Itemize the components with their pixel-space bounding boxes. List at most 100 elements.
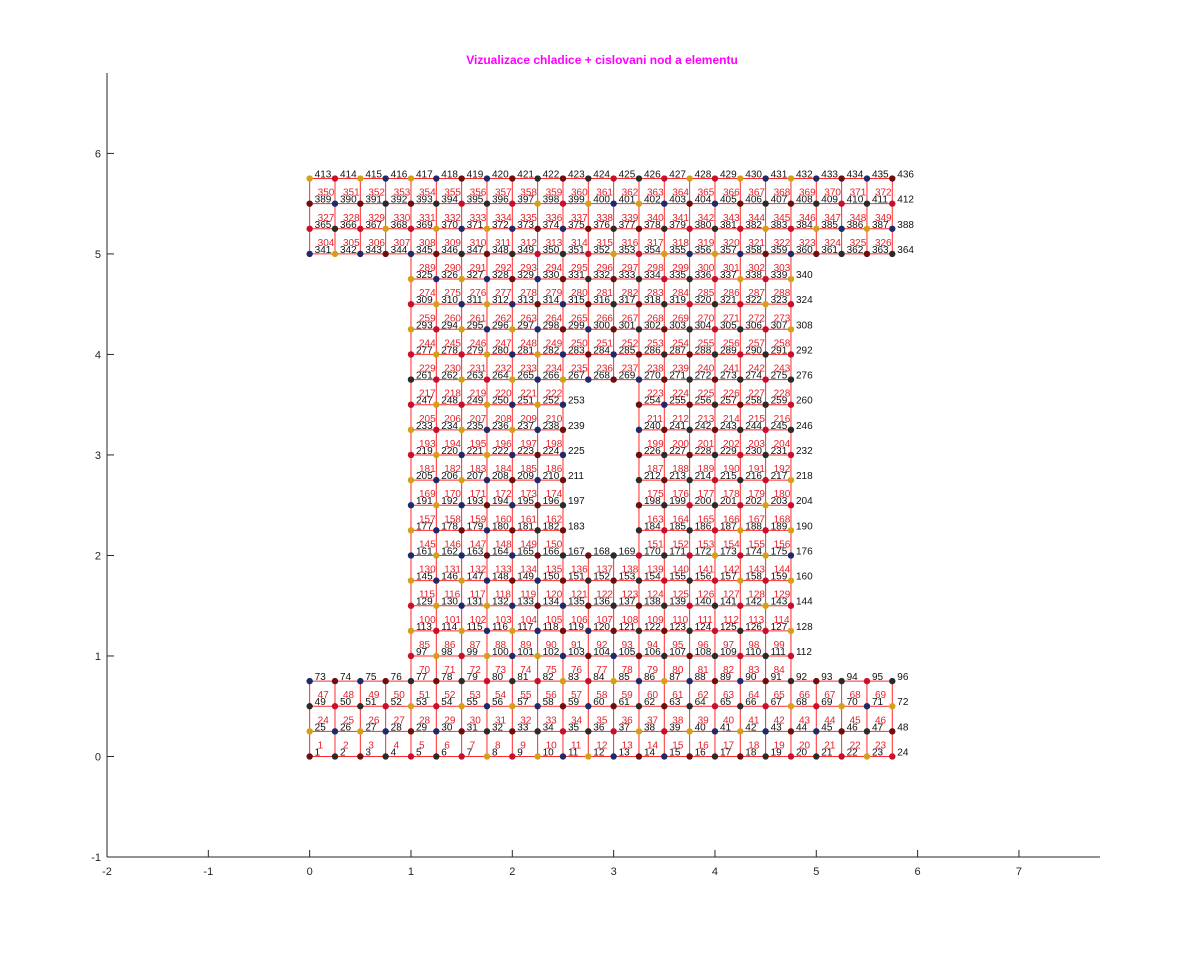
mesh-node — [407, 451, 415, 459]
element-label: 44 — [824, 715, 836, 726]
mesh-node — [585, 351, 592, 358]
element-label: 222 — [546, 389, 563, 400]
node-label: 51 — [365, 697, 377, 708]
mesh-node — [433, 376, 440, 383]
element-label: 153 — [698, 539, 715, 550]
element-label: 45 — [850, 715, 862, 726]
mesh-node — [737, 552, 744, 559]
node-label: 95 — [872, 672, 884, 683]
node-label: 266 — [543, 371, 560, 382]
element-label: 91 — [571, 640, 583, 651]
node-label: 50 — [340, 697, 352, 708]
mesh-node — [585, 200, 592, 207]
mesh-node — [787, 326, 795, 333]
mesh-node — [407, 300, 415, 308]
element-label: 339 — [622, 213, 639, 224]
mesh-node — [889, 703, 896, 710]
element-label: 60 — [647, 690, 659, 701]
element-label: 351 — [343, 188, 360, 199]
node-label: 379 — [669, 220, 686, 231]
element-label: 162 — [546, 514, 563, 525]
node-label: 375 — [568, 220, 585, 231]
mesh-node — [711, 703, 719, 710]
node-label: 343 — [365, 245, 382, 256]
mesh-node — [407, 275, 415, 283]
mesh-node — [433, 677, 440, 685]
element-label: 263 — [520, 313, 537, 324]
element-label: 228 — [774, 389, 791, 400]
mesh-node — [762, 376, 769, 383]
element-label: 37 — [647, 715, 659, 726]
mesh-node — [407, 602, 415, 609]
node-label: 180 — [492, 521, 509, 532]
node-label: 165 — [517, 546, 534, 557]
node-label: 367 — [365, 220, 382, 231]
mesh-node — [737, 476, 744, 484]
element-label: 313 — [546, 238, 563, 249]
element-label: 72 — [470, 665, 482, 676]
element-label: 274 — [419, 288, 436, 299]
node-label: 23 — [872, 747, 884, 758]
element-label: 48 — [343, 690, 355, 701]
mesh-node — [686, 401, 693, 408]
mesh-node — [610, 200, 617, 207]
mesh-node — [635, 753, 643, 760]
mesh-node — [737, 426, 744, 434]
x-tick-label: 6 — [915, 866, 921, 878]
element-label: 186 — [546, 464, 563, 475]
mesh-node — [357, 250, 364, 258]
mesh-node — [737, 602, 744, 609]
mesh-node — [433, 476, 440, 484]
element-label: 261 — [470, 313, 487, 324]
element-label: 182 — [444, 464, 461, 475]
node-label: 60 — [593, 697, 605, 708]
element-label: 371 — [850, 188, 867, 199]
element-label: 286 — [723, 288, 740, 299]
mesh-node — [737, 275, 744, 283]
node-label: 249 — [467, 396, 484, 407]
mesh-node — [711, 652, 719, 660]
node-label: 162 — [441, 546, 458, 557]
element-label: 105 — [546, 615, 563, 626]
mesh-node — [787, 502, 795, 509]
mesh-node — [433, 703, 440, 710]
element-label: 320 — [723, 238, 740, 249]
node-label: 96 — [897, 672, 909, 683]
mesh-node — [534, 426, 541, 434]
node-label: 149 — [517, 572, 534, 583]
x-tick-label: 1 — [408, 866, 414, 878]
element-label: 53 — [470, 690, 482, 701]
mesh-node — [559, 200, 567, 207]
mesh-node — [509, 376, 516, 383]
mesh-node — [433, 577, 440, 584]
element-label: 322 — [774, 238, 791, 249]
x-tick-label: -1 — [203, 866, 213, 878]
element-label: 346 — [799, 213, 816, 224]
node-label: 217 — [771, 471, 788, 482]
element-label: 220 — [495, 389, 512, 400]
element-label: 359 — [546, 188, 563, 199]
mesh-node — [610, 577, 617, 584]
mesh-node — [458, 627, 465, 635]
element-label: 343 — [723, 213, 740, 224]
node-label: 183 — [568, 521, 585, 532]
node-label: 301 — [619, 320, 636, 331]
mesh-node — [458, 451, 465, 459]
node-label: 433 — [821, 170, 838, 181]
node-label: 388 — [897, 220, 914, 231]
node-label: 424 — [593, 170, 610, 181]
node-label: 139 — [669, 597, 686, 608]
mesh-node — [306, 250, 313, 258]
node-label: 315 — [568, 295, 585, 306]
mesh-node — [686, 275, 693, 283]
node-label: 376 — [593, 220, 610, 231]
node-label: 9 — [517, 747, 523, 758]
mesh-node — [711, 225, 719, 232]
mesh-node — [407, 200, 415, 207]
node-label: 83 — [568, 672, 580, 683]
mesh-node — [382, 677, 389, 685]
element-label: 107 — [596, 615, 613, 626]
element-label: 165 — [698, 514, 715, 525]
node-label: 231 — [771, 446, 788, 457]
